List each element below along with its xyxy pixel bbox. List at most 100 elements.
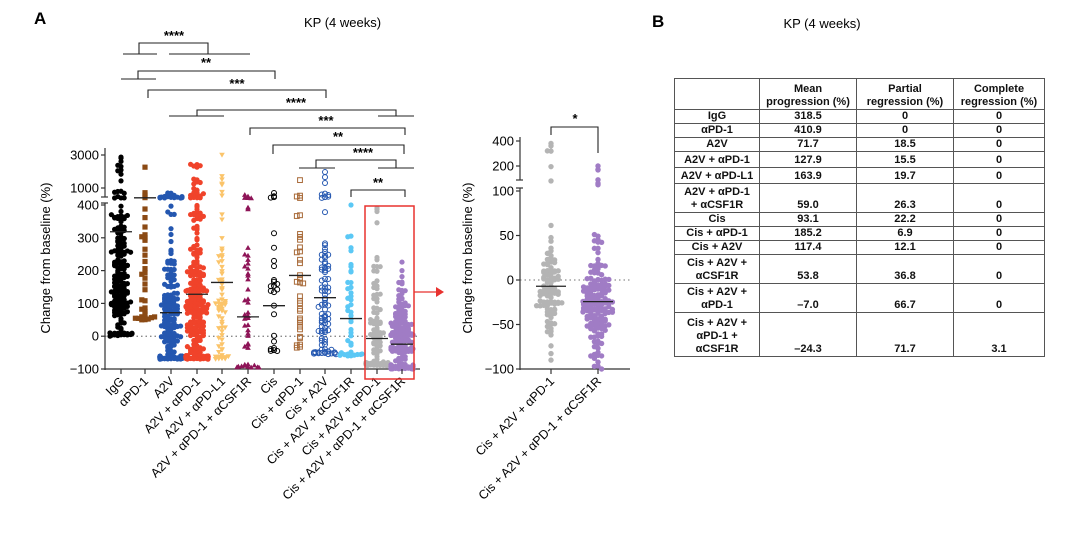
table-row: Cis + A2V 117.4 12.1 0: [674, 240, 1045, 255]
data-point: [197, 314, 203, 321]
table-header-text: Complete: [973, 83, 1025, 95]
data-point: [188, 273, 194, 279]
table-cell-partial-regression: 6.9: [856, 226, 954, 241]
data-point: [194, 204, 200, 210]
right-chart-axes: 400 200 100 50 0 −50 −100 Change from baseline …: [460, 134, 630, 377]
table-cell-partial-regression: 26.3: [856, 183, 954, 213]
data-point: [142, 224, 148, 230]
data-point: [184, 344, 190, 350]
data-point: [142, 258, 148, 265]
data-point: [368, 317, 374, 323]
data-point: [191, 217, 197, 223]
data-point: [555, 289, 561, 295]
data-point: [318, 337, 325, 344]
data-point: [188, 265, 194, 271]
right-y-tick-label: 50: [500, 228, 514, 243]
data-point: [162, 306, 168, 312]
data-point: [300, 280, 307, 287]
table-row-label: αPD-1: [674, 123, 760, 138]
data-point: [595, 167, 601, 173]
data-point: [322, 252, 328, 259]
data-point: [128, 331, 134, 338]
data-point: [297, 315, 303, 322]
data-point: [222, 356, 228, 362]
data-point: [174, 296, 180, 302]
data-point: [197, 295, 203, 301]
data-point: [588, 310, 594, 317]
data-point: [179, 354, 185, 360]
data-point: [191, 337, 197, 344]
right-y-tick-label: 0: [507, 273, 514, 288]
data-point: [384, 363, 390, 369]
data-point: [364, 362, 370, 369]
data-point: [405, 303, 411, 309]
left-chart-means: [110, 197, 413, 345]
table-row: Cis 93.1 22.2 0: [674, 212, 1045, 227]
data-point: [322, 267, 328, 274]
significance-label: **: [201, 55, 212, 70]
data-point: [602, 318, 608, 324]
data-point: [595, 256, 601, 263]
data-point: [377, 348, 383, 354]
data-point: [219, 174, 225, 179]
data-point: [551, 257, 558, 263]
data-point: [165, 209, 171, 215]
data-point: [118, 316, 124, 322]
table-row: αPD-1 410.9 0 0: [674, 123, 1045, 138]
data-point: [322, 169, 328, 176]
data-point: [591, 231, 598, 238]
data-point: [245, 245, 251, 250]
data-point: [118, 154, 124, 160]
data-point: [541, 261, 547, 267]
data-point: [271, 263, 277, 270]
data-point: [544, 293, 551, 299]
data-point: [188, 319, 194, 325]
data-point: [121, 258, 127, 264]
data-point: [200, 299, 206, 305]
table-column-header: [674, 78, 760, 110]
data-point: [139, 297, 145, 303]
data-point: [245, 193, 251, 199]
data-point: [271, 338, 277, 345]
table-cell-partial-regression: 15.5: [856, 151, 954, 168]
data-point: [555, 276, 561, 282]
data-point: [142, 287, 148, 293]
data-point: [402, 361, 408, 368]
data-point: [168, 203, 174, 209]
table-column-header: Mean progression (%): [759, 78, 857, 110]
data-point: [274, 347, 281, 354]
data-point: [371, 341, 377, 347]
table-cell-complete-regression: 0: [953, 123, 1045, 138]
data-point: [311, 349, 317, 356]
data-point: [345, 353, 351, 359]
data-point: [194, 235, 200, 242]
table-row-label-text: αPD-1 +: [696, 330, 738, 342]
data-point: [219, 177, 225, 183]
data-point: [325, 276, 332, 283]
data-point: [139, 271, 145, 277]
data-point: [297, 279, 303, 286]
data-point: [124, 273, 130, 279]
data-point: [318, 317, 325, 324]
table-cell-partial-regression: 66.7: [856, 283, 954, 313]
data-point: [318, 349, 325, 356]
data-point: [142, 232, 148, 238]
data-point: [544, 250, 551, 257]
table-column-header: Complete regression (%): [953, 78, 1045, 110]
data-point: [171, 349, 177, 355]
data-point: [242, 311, 248, 317]
data-point: [165, 326, 171, 333]
data-point: [245, 333, 251, 338]
data-point: [115, 247, 121, 253]
table-cell-complete-regression: 0: [953, 183, 1045, 213]
data-point: [399, 274, 405, 280]
data-point: [148, 315, 154, 321]
data-point: [598, 331, 605, 337]
data-point: [219, 236, 225, 241]
data-point: [222, 302, 228, 308]
data-point: [245, 296, 251, 302]
data-point: [152, 314, 158, 320]
data-point: [108, 249, 114, 255]
table-row-label: Cis + A2V: [674, 240, 760, 255]
data-point: [197, 179, 203, 186]
